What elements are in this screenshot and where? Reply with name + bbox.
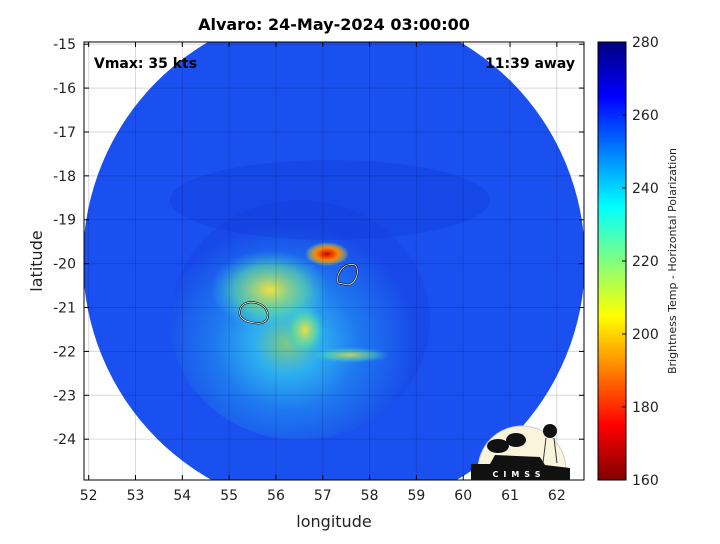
y-tick-label: -24 [53,432,76,448]
x-tick-label: 54 [173,488,191,504]
colorbar-tick-label: 220 [632,254,659,270]
grid [84,42,584,480]
x-tick-label: 61 [501,488,519,504]
colorbar-tick-label: 180 [632,400,659,416]
y-axis-label: latitude [27,230,46,291]
plot-title: Alvaro: 24-May-2024 03:00:00 [198,15,470,34]
colorbar-tick-label: 240 [632,181,659,197]
y-tick-label: -18 [53,169,76,185]
y-tick-label: -16 [53,81,76,97]
y-tick-label: -19 [53,213,76,229]
vmax-label: Vmax: 35 kts [94,56,197,72]
y-tick-label: -15 [53,37,76,53]
y-tick-label: -21 [53,301,76,317]
plot-frame [83,41,585,481]
x-tick-label: 56 [267,488,285,504]
cold-core [305,242,349,266]
colorbar-tick-label: 160 [632,473,659,489]
y-tick-label: -17 [53,125,76,141]
x-tick-label: 59 [407,488,425,504]
colorbar-label: Brightness Temp - Horizontal Polarizatio… [666,148,679,374]
colorbar-tick-label: 200 [632,327,659,343]
cimss-logo: CIMSS [471,424,570,480]
y-tick-label: -22 [53,344,76,360]
x-tick-label: 55 [220,488,238,504]
x-tick-label: 60 [454,488,472,504]
ticks: 52 53 54 55 56 57 58 59 60 61 62 -15 -16 -17 -18 -19 -20… [53,37,584,504]
colorbar-ticks: 280 260 240 220 200 180 160 [622,35,659,489]
x-tick-label: 53 [127,488,145,504]
colorbar [597,41,627,481]
colorbar-tick-label: 280 [632,35,659,51]
colorbar-tick-label: 260 [632,108,659,124]
y-tick-label: -20 [53,257,76,273]
y-tick-label: -23 [53,388,76,404]
time-away-label: 11:39 away [485,56,575,72]
swath-image [84,42,584,480]
x-tick-label: 52 [80,488,98,504]
x-axis-label: longitude [296,512,371,531]
x-tick-label: 57 [314,488,332,504]
x-tick-label: 62 [548,488,566,504]
logo-text: CIMSS [493,470,546,479]
x-tick-label: 58 [361,488,379,504]
